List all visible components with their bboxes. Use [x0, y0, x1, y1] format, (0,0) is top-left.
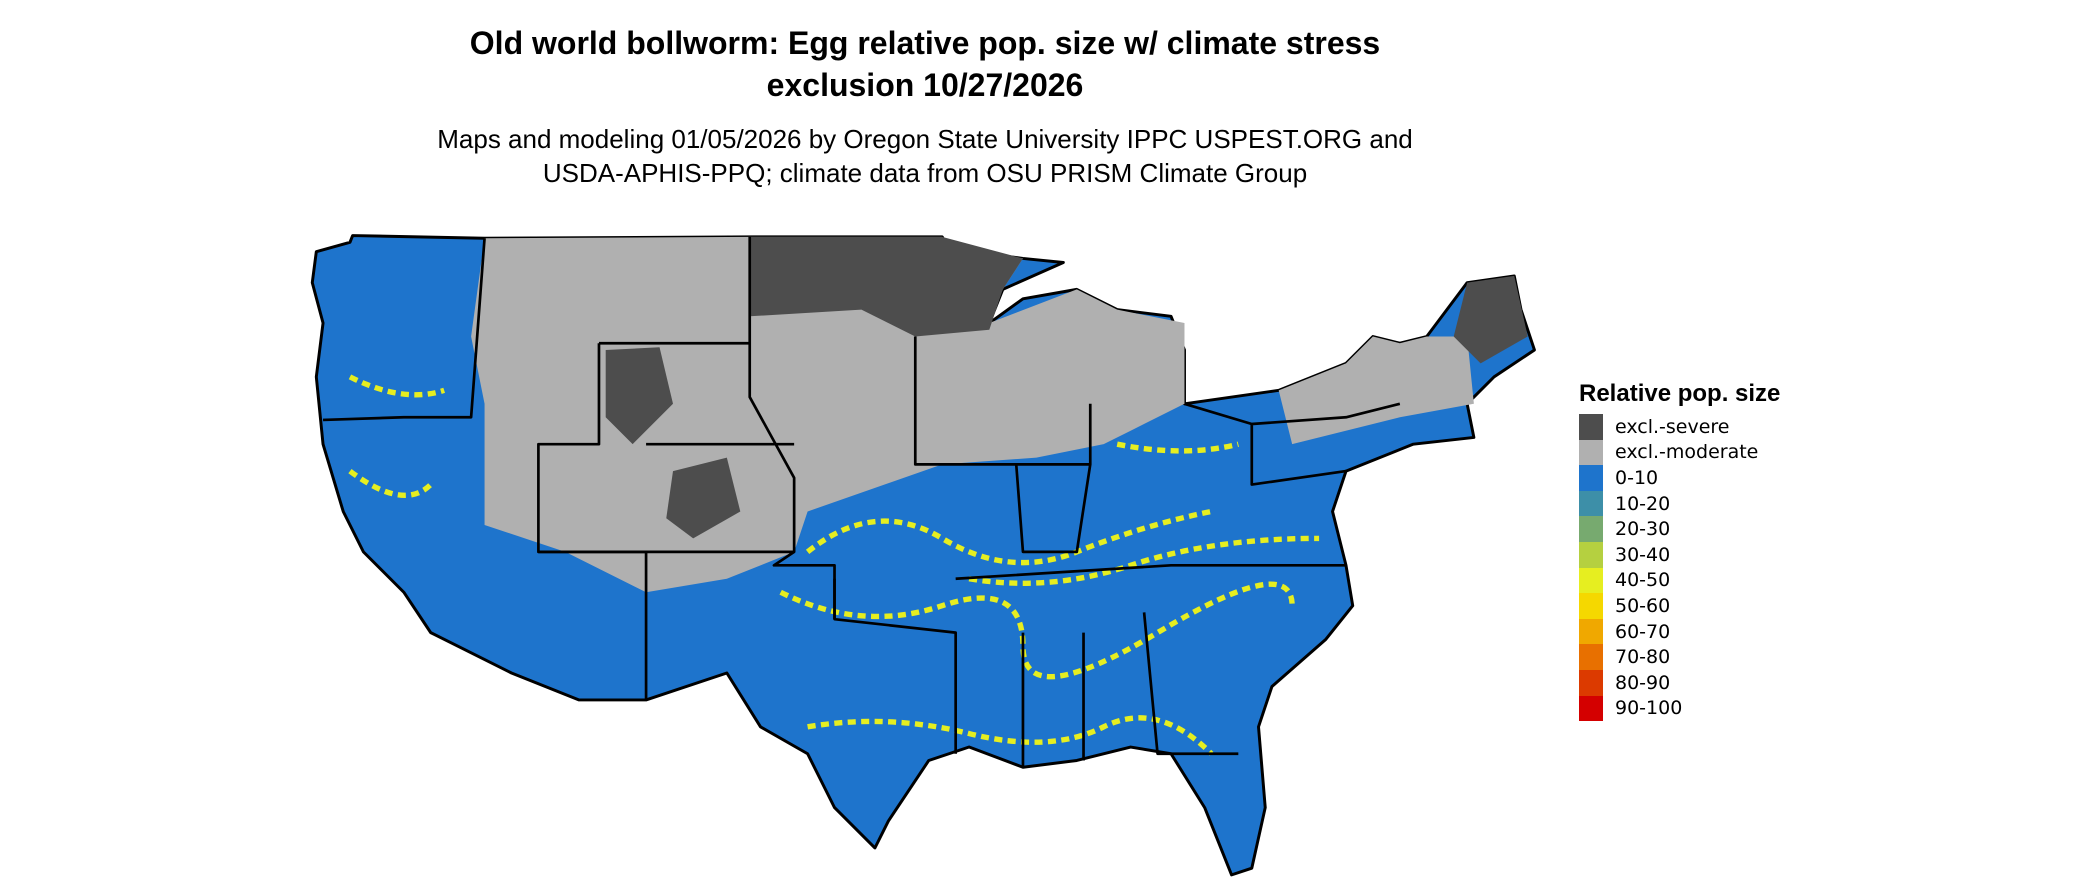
severe-region — [605, 347, 673, 445]
state-borders — [322, 236, 1401, 768]
legend-item: 90-100 — [1579, 695, 1780, 722]
legend-item: 80-90 — [1579, 669, 1780, 696]
legend-item: 0-10 — [1579, 465, 1780, 491]
legend-item: excl.-moderate — [1579, 439, 1780, 466]
legend-item: 40-50 — [1579, 567, 1780, 594]
excluded-region — [471, 236, 1185, 593]
legend-label: excl.-moderate — [1615, 441, 1759, 464]
legend-item: 70-80 — [1579, 644, 1780, 670]
legend-swatch — [1579, 490, 1603, 517]
legend-swatch — [1579, 644, 1603, 670]
map-subtitle: Maps and modeling 01/05/2026 by Oregon S… — [437, 124, 1413, 188]
legend-swatch — [1579, 439, 1603, 466]
legend-item: 20-30 — [1579, 516, 1780, 542]
legend-item: 30-40 — [1579, 541, 1780, 568]
legend-swatch — [1579, 465, 1603, 491]
warm-band — [348, 374, 1320, 756]
map-title: Old world bollworm: Egg relative pop. si… — [469, 25, 1381, 103]
legend-label: 10-20 — [1615, 492, 1671, 515]
legend-label: 30-40 — [1615, 543, 1671, 566]
legend: Relative pop. size excl.-severe excl.-mod… — [1579, 380, 1781, 722]
legend-item: 60-70 — [1579, 618, 1780, 645]
legend-label: 60-70 — [1615, 620, 1671, 643]
legend-swatch — [1579, 669, 1603, 696]
legend-label: excl.-severe — [1615, 415, 1730, 438]
legend-swatch — [1579, 414, 1603, 440]
legend-swatch — [1579, 541, 1603, 568]
legend-label: 50-60 — [1615, 594, 1671, 617]
legend-swatch — [1579, 618, 1603, 645]
legend-label: 90-100 — [1615, 697, 1683, 720]
severe-region — [666, 457, 741, 539]
legend-swatch — [1579, 567, 1603, 594]
legend-swatch — [1579, 695, 1603, 722]
legend-swatch — [1579, 516, 1603, 542]
legend-label: 40-50 — [1615, 569, 1671, 592]
severe-region — [749, 236, 1023, 337]
legend-item: 10-20 — [1579, 490, 1780, 517]
legend-title: Relative pop. size — [1579, 380, 1781, 407]
severe-region — [1453, 275, 1528, 364]
legend-label: 80-90 — [1615, 671, 1671, 694]
legend-item: excl.-severe — [1579, 414, 1780, 440]
legend-swatch — [1579, 593, 1603, 619]
legend-label: 20-30 — [1615, 518, 1671, 541]
legend-label: 70-80 — [1615, 646, 1671, 669]
legend-label: 0-10 — [1615, 466, 1659, 489]
legend-item: 50-60 — [1579, 593, 1780, 619]
